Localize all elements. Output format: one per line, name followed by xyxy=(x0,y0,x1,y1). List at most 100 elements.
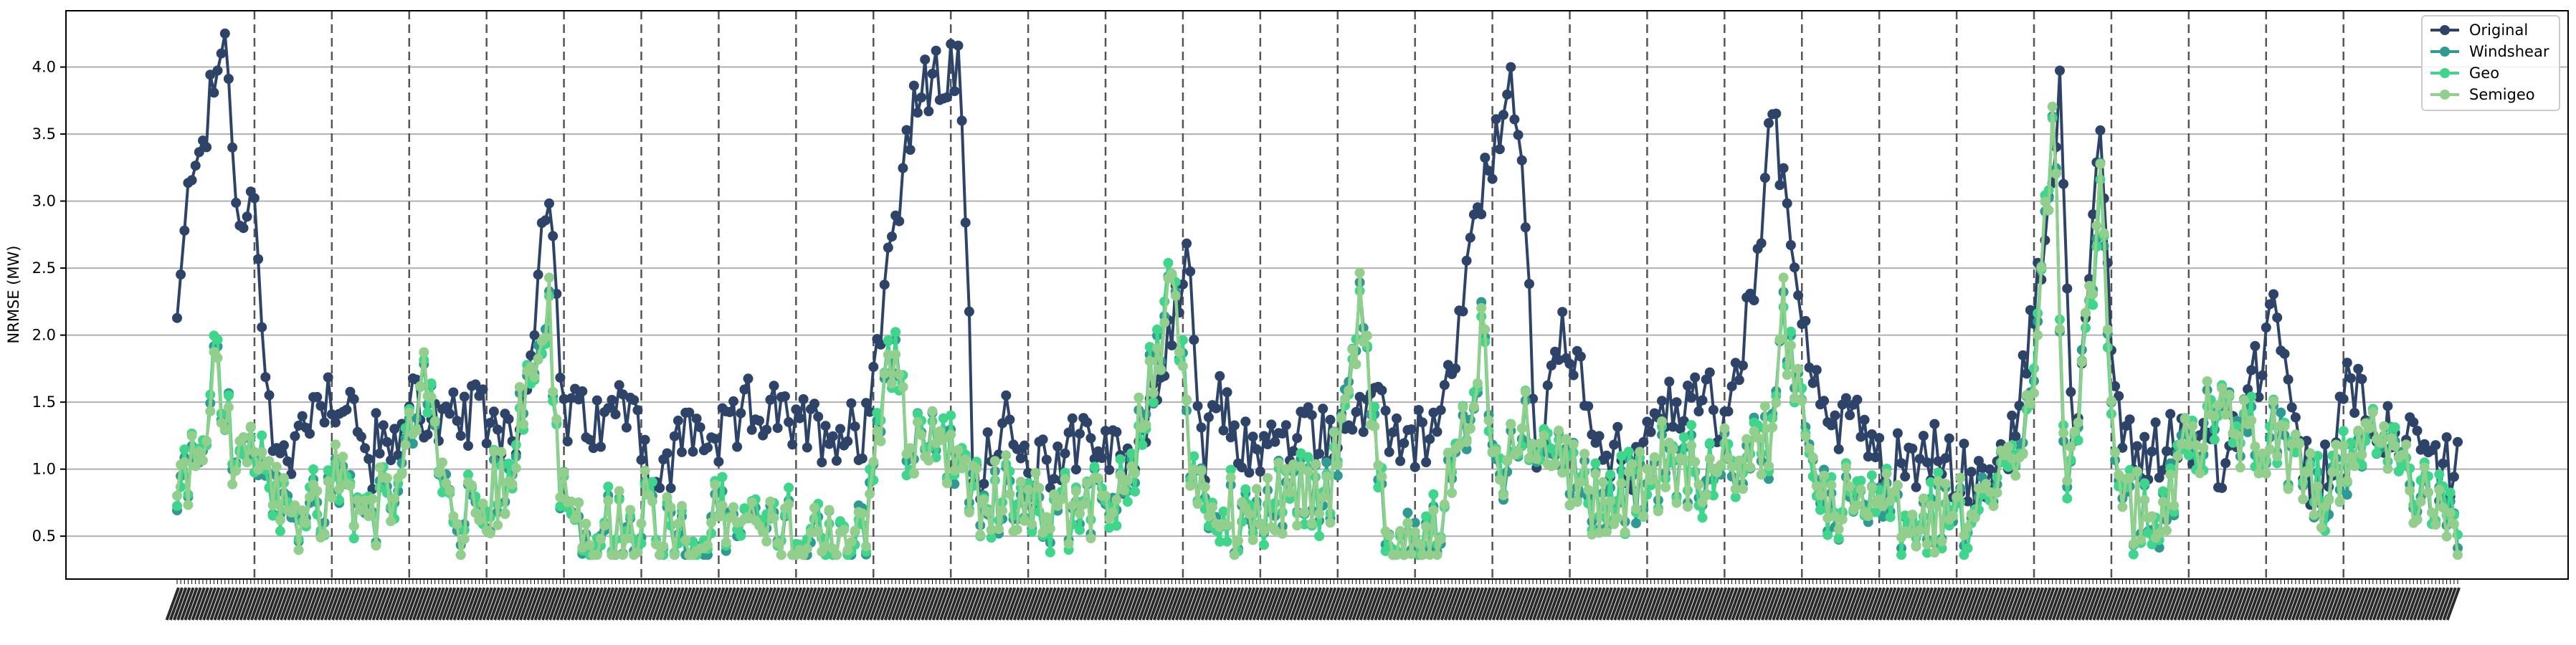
data-point xyxy=(1959,530,1969,540)
data-point xyxy=(1911,541,1921,552)
data-point xyxy=(1859,414,1870,425)
x-tick-label xyxy=(1326,587,1341,621)
legend-marker xyxy=(2440,47,2450,57)
data-point xyxy=(1759,401,1770,411)
x-tick-label xyxy=(2258,587,2273,621)
y-tick-label: 2.0 xyxy=(32,327,56,344)
x-tick-label xyxy=(2335,587,2350,621)
x-tick-label xyxy=(928,587,943,621)
data-point xyxy=(1922,548,1932,558)
data-point xyxy=(1421,521,1432,532)
data-point xyxy=(1708,405,1719,415)
data-point xyxy=(2099,228,2109,239)
data-point xyxy=(1030,467,1041,478)
data-point xyxy=(772,423,783,434)
data-point xyxy=(1122,497,1133,507)
x-tick-label xyxy=(1300,587,1315,621)
x-tick-label xyxy=(1134,587,1149,621)
x-tick-label xyxy=(1893,587,1909,621)
data-point xyxy=(1542,380,1553,391)
data-point xyxy=(2279,348,2290,359)
data-point xyxy=(1782,370,1792,380)
x-tick-label xyxy=(1293,587,1308,621)
data-point xyxy=(1373,460,1384,471)
data-point xyxy=(1314,509,1325,519)
x-tick-label xyxy=(747,587,762,621)
data-point xyxy=(1863,511,1873,522)
x-tick-label xyxy=(1465,587,1481,621)
data-point xyxy=(386,455,396,466)
x-tick-label xyxy=(2154,587,2169,621)
x-tick-label xyxy=(1956,587,1971,621)
data-point xyxy=(1959,439,1969,449)
data-point xyxy=(448,387,459,398)
data-point xyxy=(942,92,952,102)
data-point xyxy=(253,464,264,475)
data-point xyxy=(1988,501,1999,512)
x-tick-label xyxy=(460,587,475,621)
data-point xyxy=(2324,494,2334,505)
x-tick-label xyxy=(2420,587,2435,621)
data-point xyxy=(1277,528,1288,539)
x-tick-label xyxy=(2202,587,2218,621)
data-point xyxy=(865,406,875,417)
data-point xyxy=(1904,528,1914,538)
x-tick-label xyxy=(1167,587,1182,621)
x-tick-label xyxy=(597,587,612,621)
data-point xyxy=(2157,486,2168,497)
data-point xyxy=(1240,484,1251,494)
data-point xyxy=(1189,464,1199,474)
data-point xyxy=(1049,489,1060,500)
data-point xyxy=(1498,110,1508,120)
x-tick-label xyxy=(810,587,825,621)
x-tick-label xyxy=(780,587,796,621)
x-tick-label xyxy=(2077,587,2092,621)
data-point xyxy=(621,422,632,433)
data-point xyxy=(1837,514,1848,525)
data-point xyxy=(1075,429,1085,439)
x-tick-label xyxy=(2132,587,2148,621)
data-point xyxy=(1299,519,1310,530)
x-tick-label xyxy=(1260,587,1275,621)
data-point xyxy=(2434,484,2445,495)
x-tick-label xyxy=(795,587,810,621)
x-tick-label xyxy=(349,587,364,621)
data-point xyxy=(1406,424,1417,435)
data-point xyxy=(345,480,356,491)
data-point xyxy=(551,414,562,424)
x-tick-label xyxy=(2387,587,2402,621)
data-point xyxy=(2301,467,2312,477)
x-tick-label xyxy=(759,587,774,621)
x-tick-label xyxy=(666,587,681,621)
data-point xyxy=(577,386,588,396)
x-tick-label xyxy=(2413,587,2428,621)
x-tick-label xyxy=(1760,587,1776,621)
x-tick-label xyxy=(2070,587,2085,621)
data-point xyxy=(1782,198,1792,209)
x-tick-label xyxy=(1215,587,1230,621)
x-tick-label xyxy=(1643,587,1658,621)
data-point xyxy=(2349,408,2360,419)
x-tick-label xyxy=(2088,587,2104,621)
data-point xyxy=(1037,434,1048,445)
x-tick-label xyxy=(394,587,409,621)
x-tick-label xyxy=(2295,587,2310,621)
x-tick-label xyxy=(294,587,309,621)
data-point xyxy=(655,550,665,560)
x-tick-label xyxy=(2342,587,2357,621)
data-point xyxy=(312,391,323,402)
data-point xyxy=(607,395,617,405)
data-point xyxy=(1531,454,1542,464)
data-point xyxy=(2147,446,2157,457)
x-tick-label xyxy=(2129,587,2144,621)
x-tick-label xyxy=(1871,587,1886,621)
x-tick-label xyxy=(1948,587,1964,621)
data-point xyxy=(1137,439,1148,450)
x-tick-label xyxy=(2173,587,2188,621)
x-tick-label xyxy=(254,587,269,621)
data-point xyxy=(805,527,816,538)
data-point xyxy=(1642,464,1653,474)
legend-item: Windshear xyxy=(2430,43,2549,60)
data-point xyxy=(271,462,282,472)
data-point xyxy=(1152,324,1162,335)
